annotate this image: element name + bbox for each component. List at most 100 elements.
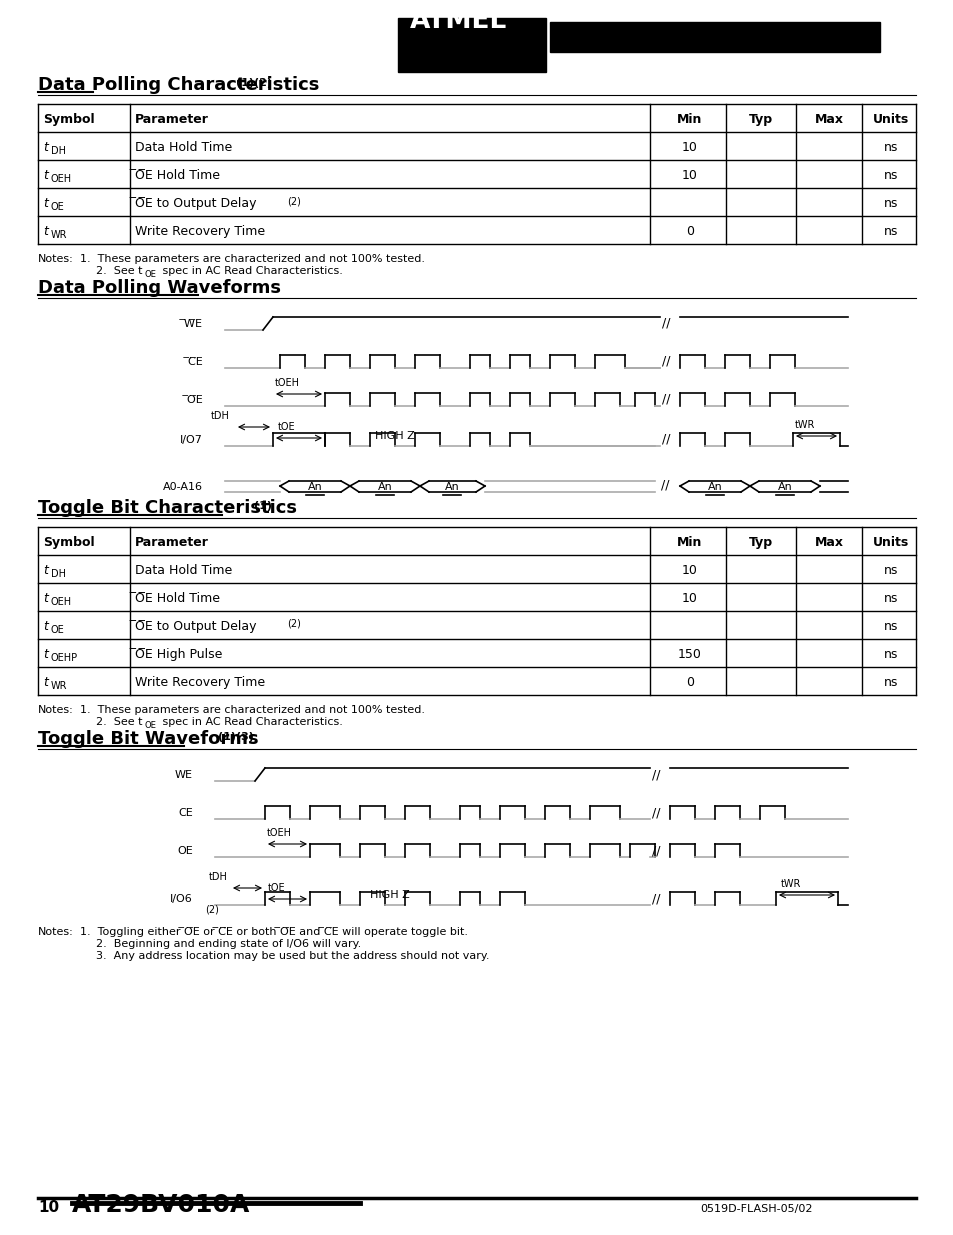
Text: ns: ns: [882, 592, 897, 605]
Text: Parameter: Parameter: [135, 112, 209, 126]
Text: tWR: tWR: [781, 879, 801, 889]
Text: Parameter: Parameter: [135, 536, 209, 550]
Text: //: //: [651, 768, 659, 781]
Text: (2): (2): [205, 905, 218, 915]
Text: //: //: [651, 844, 659, 857]
Text: ns: ns: [882, 648, 897, 661]
Text: 2.  See t: 2. See t: [96, 718, 142, 727]
Text: OE: OE: [177, 846, 193, 856]
Text: 2.  Beginning and ending state of I/O6 will vary.: 2. Beginning and ending state of I/O6 wi…: [96, 939, 361, 948]
Text: Data Hold Time: Data Hold Time: [135, 564, 232, 577]
Text: t: t: [43, 648, 48, 661]
Text: (1): (1): [253, 501, 272, 511]
Text: (2): (2): [287, 196, 300, 206]
Text: 3.  Any address location may be used but the address should not vary.: 3. Any address location may be used but …: [96, 951, 489, 961]
Text: Toggle Bit Waveforms: Toggle Bit Waveforms: [38, 730, 258, 748]
Text: Min: Min: [677, 536, 702, 550]
Text: 0: 0: [685, 676, 693, 689]
Text: HIGH Z: HIGH Z: [370, 890, 410, 900]
Text: Typ: Typ: [748, 536, 772, 550]
Text: ns: ns: [882, 676, 897, 689]
Text: 10: 10: [681, 564, 698, 577]
Text: An: An: [307, 482, 322, 492]
Text: CE: CE: [178, 808, 193, 818]
Text: t: t: [43, 620, 48, 634]
Text: ̅O̅E: ̅O̅E: [187, 395, 203, 405]
Text: ATMEL: ATMEL: [410, 7, 507, 35]
Text: tOEH: tOEH: [267, 827, 292, 839]
Text: ns: ns: [882, 169, 897, 182]
Text: //: //: [661, 354, 670, 368]
Bar: [550, 22, 879, 52]
Text: Data Polling Waveforms: Data Polling Waveforms: [38, 279, 281, 296]
Text: Units: Units: [872, 112, 908, 126]
Text: 1.  Toggling either ̅O̅E or ̅C̅E or both ̅O̅E and ̅C̅E will operate toggle bit.: 1. Toggling either ̅O̅E or ̅C̅E or both …: [80, 927, 468, 937]
Text: //: //: [661, 393, 670, 406]
Text: Notes:: Notes:: [38, 705, 73, 715]
Text: 10: 10: [38, 1200, 59, 1215]
Text: //: //: [661, 433, 670, 446]
Text: An: An: [777, 482, 792, 492]
Text: Data Polling Characteristics: Data Polling Characteristics: [38, 77, 319, 94]
Text: //: //: [661, 317, 670, 330]
Text: Notes:: Notes:: [38, 254, 73, 264]
Text: DH: DH: [51, 569, 66, 579]
Text: OE: OE: [145, 270, 156, 279]
Text: Max: Max: [814, 112, 842, 126]
Text: Data Hold Time: Data Hold Time: [135, 141, 232, 154]
Text: spec in AC Read Characteristics.: spec in AC Read Characteristics.: [159, 266, 342, 275]
Text: OEH: OEH: [51, 597, 72, 606]
Text: spec in AC Read Characteristics.: spec in AC Read Characteristics.: [159, 718, 342, 727]
Text: OEH: OEH: [51, 174, 72, 184]
Text: t: t: [43, 141, 48, 154]
Text: OE: OE: [145, 721, 156, 730]
Text: ̅C̅E: ̅C̅E: [188, 357, 203, 367]
Text: An: An: [707, 482, 721, 492]
Text: tOE: tOE: [268, 883, 285, 893]
Text: ̅O̅E Hold Time: ̅O̅E Hold Time: [135, 169, 220, 182]
Text: Typ: Typ: [748, 112, 772, 126]
Text: (1)(2): (1)(2): [235, 78, 272, 88]
Text: 1.  These parameters are characterized and not 100% tested.: 1. These parameters are characterized an…: [80, 254, 424, 264]
Text: 1.  These parameters are characterized and not 100% tested.: 1. These parameters are characterized an…: [80, 705, 424, 715]
Text: 10: 10: [681, 169, 698, 182]
Text: ns: ns: [882, 225, 897, 238]
Text: (2): (2): [287, 619, 300, 629]
Text: 150: 150: [678, 648, 701, 661]
Text: An: An: [377, 482, 392, 492]
Text: ̅O̅E to Output Delay: ̅O̅E to Output Delay: [135, 198, 256, 210]
Text: ns: ns: [882, 564, 897, 577]
Text: tDH: tDH: [209, 872, 228, 882]
Bar: [397, 19, 545, 72]
Text: t: t: [43, 676, 48, 689]
Text: ns: ns: [882, 141, 897, 154]
Text: t: t: [43, 564, 48, 577]
Text: A0-A16: A0-A16: [163, 482, 203, 492]
Text: Toggle Bit Characteristics: Toggle Bit Characteristics: [38, 499, 296, 517]
Text: Write Recovery Time: Write Recovery Time: [135, 225, 265, 238]
Text: ̅W̅E: ̅W̅E: [185, 319, 203, 329]
Text: t: t: [43, 198, 48, 210]
Text: Notes:: Notes:: [38, 927, 73, 937]
Text: OE: OE: [51, 203, 65, 212]
Text: 10: 10: [681, 592, 698, 605]
Text: 2.  See t: 2. See t: [96, 266, 142, 275]
Text: AT29BV010A: AT29BV010A: [71, 1193, 250, 1216]
Text: An: An: [444, 482, 459, 492]
Text: Min: Min: [677, 112, 702, 126]
Text: WR: WR: [51, 230, 68, 240]
Text: Symbol: Symbol: [43, 112, 94, 126]
Text: Symbol: Symbol: [43, 536, 94, 550]
Text: ̅O̅E to Output Delay: ̅O̅E to Output Delay: [135, 620, 256, 634]
Text: OEHP: OEHP: [51, 653, 78, 663]
Text: tOEH: tOEH: [274, 378, 299, 388]
Text: tWR: tWR: [794, 420, 815, 430]
Text: t: t: [43, 225, 48, 238]
Text: DH: DH: [51, 146, 66, 156]
Text: ns: ns: [882, 620, 897, 634]
Text: t: t: [43, 592, 48, 605]
Text: //: //: [660, 479, 669, 492]
Text: 0: 0: [685, 225, 693, 238]
Text: 0519D-FLASH-05/02: 0519D-FLASH-05/02: [700, 1204, 812, 1214]
Text: //: //: [651, 806, 659, 819]
